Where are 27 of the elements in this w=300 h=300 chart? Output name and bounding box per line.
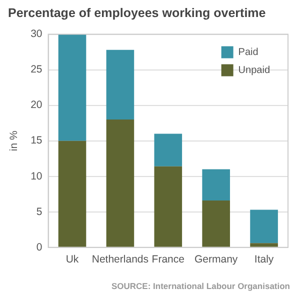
source-note: SOURCE: International Labour Organisation xyxy=(111,281,290,291)
bar xyxy=(250,243,278,247)
y-tick-label: 15 xyxy=(30,134,42,147)
y-tick-label: 5 xyxy=(36,206,42,218)
bar xyxy=(154,134,182,166)
bar xyxy=(202,169,230,201)
y-tick-label: 0 xyxy=(36,241,42,254)
x-tick-label: Italy xyxy=(254,254,274,266)
x-tick-label: Netherlands xyxy=(92,254,149,266)
y-axis-title: in % xyxy=(8,130,20,152)
y-tick-label: 20 xyxy=(30,99,42,112)
legend-label: Unpaid xyxy=(238,65,270,76)
y-tick-label: 10 xyxy=(30,170,42,182)
bar xyxy=(202,200,230,247)
bar xyxy=(106,50,134,120)
x-tick-label: France xyxy=(152,254,185,266)
legend-label: Paid xyxy=(238,47,258,58)
chart-title: Percentage of employees working overtime xyxy=(8,6,266,20)
bar xyxy=(58,34,86,141)
bar xyxy=(106,120,134,247)
y-tick-label: 30 xyxy=(30,28,42,40)
bar xyxy=(58,140,86,247)
y-tick-label: 25 xyxy=(30,64,42,76)
x-tick-label: Germany xyxy=(194,254,238,266)
x-tick-label: Uk xyxy=(66,254,80,266)
bar xyxy=(154,166,182,247)
bar xyxy=(250,210,278,244)
